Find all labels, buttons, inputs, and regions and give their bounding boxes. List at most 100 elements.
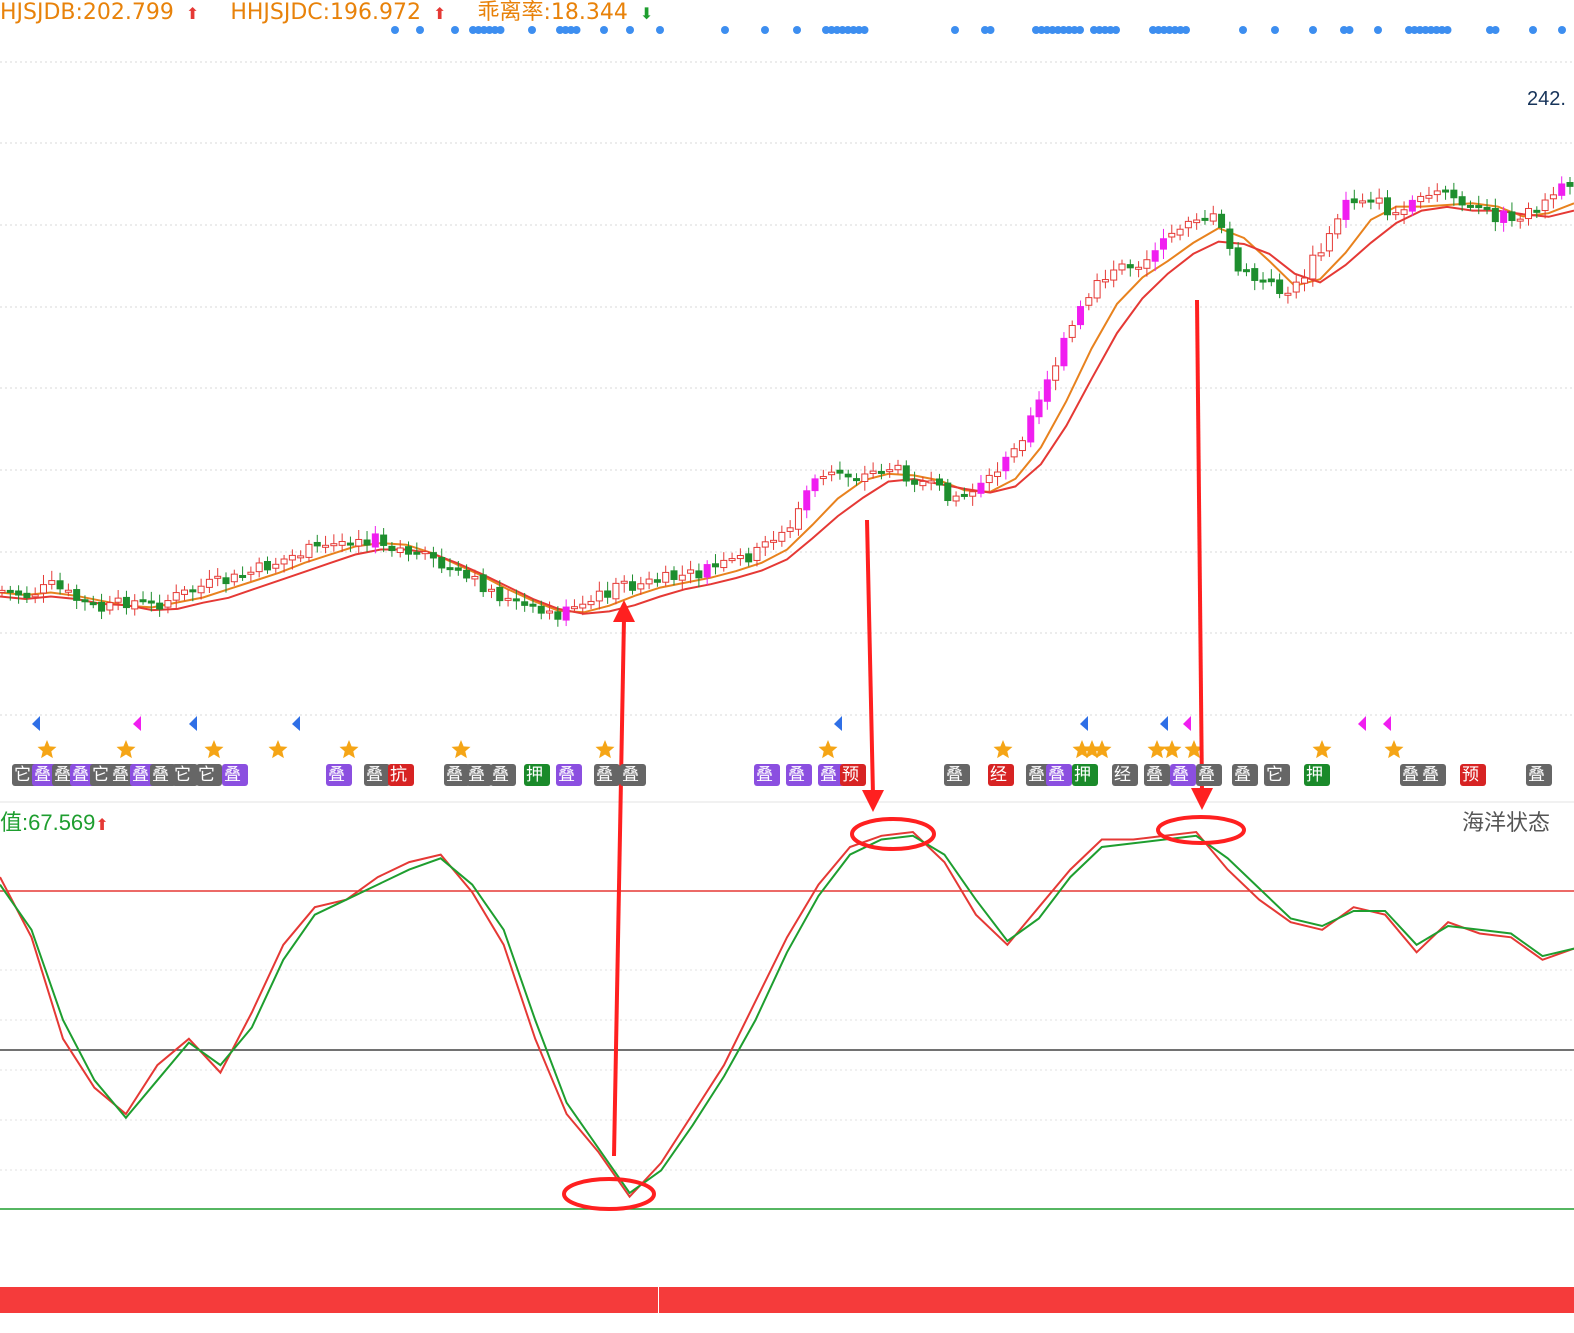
candle-body [960,493,968,497]
candle-body [1566,182,1574,187]
signal-tag: 叠 [1400,764,1426,786]
candle-body [869,470,877,475]
candle-body [1475,205,1483,209]
candle-body [81,599,89,603]
candle-body [894,464,902,471]
candle-body [6,589,14,593]
candle-body [1350,198,1358,204]
signal-dot [1095,26,1104,34]
candle-body [653,579,661,583]
candle-body [1135,266,1143,270]
candle-body [670,570,678,580]
candle-body [919,480,927,487]
signal-tag: 叠 [32,764,58,786]
header-item-deviation: 乖离率:18.344 ⬇ [477,0,654,25]
candle-body [902,465,910,482]
signal-dot [1154,26,1163,34]
candle-body [587,600,595,606]
signal-dot [1345,26,1354,34]
candle-body [504,597,512,601]
signal-tag: 叠 [1026,764,1052,786]
candle-body [745,553,753,563]
header-item-hjsjdb: HJSJDB:202.799 ⬆ [0,0,200,25]
trough-ellipse [562,1177,656,1211]
candle-body [1267,278,1275,283]
candle-body [861,473,869,482]
candle-body [537,605,545,614]
candle-body [1549,194,1557,200]
candle-body [1525,207,1533,220]
signal-dot [860,26,869,34]
signal-dot [496,26,505,34]
signal-dot [1054,26,1062,34]
candle-body [388,545,396,552]
ma-slow-line [0,205,1574,615]
candle-body [977,482,985,494]
signal-tag: 叠 [1420,764,1446,786]
candle-body [446,567,454,571]
candle-body [1309,254,1317,280]
candle-body [214,575,222,579]
candle-body [247,571,255,575]
candle-body [48,580,56,585]
signal-dot [844,26,852,34]
star-icon [1312,740,1332,759]
candle-body [1035,399,1043,418]
candle-body [181,589,189,595]
candle-body [222,577,230,585]
signal-tag: 预 [840,764,866,786]
candle-body [1159,238,1167,250]
candle-body [595,590,603,602]
candle-body [844,473,852,478]
candle-body [239,574,247,578]
signal-dot [849,26,858,34]
signal-tag: 它 [12,764,38,786]
candle-body [330,543,338,547]
candle-body [645,578,653,585]
candle-body [546,610,554,614]
signal-dot [1070,26,1079,34]
signal-dot [1160,26,1168,34]
candle-body [944,482,952,502]
candle-body [380,534,388,546]
signal-dot [469,26,477,34]
candle-body [1068,324,1076,338]
candle-body [189,589,197,593]
star-icon [204,740,224,759]
candle-body [122,596,130,609]
candle-body [114,597,122,603]
candle-body [1101,279,1109,283]
signal-tag: 它 [172,764,198,786]
signal-dot [981,26,989,34]
signal-tag: 叠 [1144,764,1170,786]
peak-ellipse [850,817,936,851]
candle-body [794,508,802,530]
candle-body [877,470,885,474]
candle-body [1367,199,1375,203]
candle-body [205,578,213,588]
candlesticks [0,176,1574,627]
candle-body [1392,212,1400,216]
candle-body [288,554,296,561]
candle-body [1018,440,1026,452]
signal-tag: 叠 [466,764,492,786]
star-icon [1092,740,1112,759]
signal-tag: 叠 [444,764,470,786]
candle-body [156,602,164,610]
candle-body [1334,218,1342,235]
signal-dot [1149,26,1157,34]
signal-dot [1374,26,1382,34]
peak-ellipse [1156,815,1246,845]
candle-body [695,570,703,579]
candle-body [106,602,114,611]
up-arrow-icon: ⬆ [95,817,109,834]
candle-body [1533,209,1541,213]
signal-dot [1491,26,1500,34]
candle-body [753,546,761,561]
candle-body [836,469,844,474]
candle-body [562,606,570,621]
signal-tag: 抗 [388,764,414,786]
candle-body [429,552,437,559]
candle-body [355,538,363,547]
